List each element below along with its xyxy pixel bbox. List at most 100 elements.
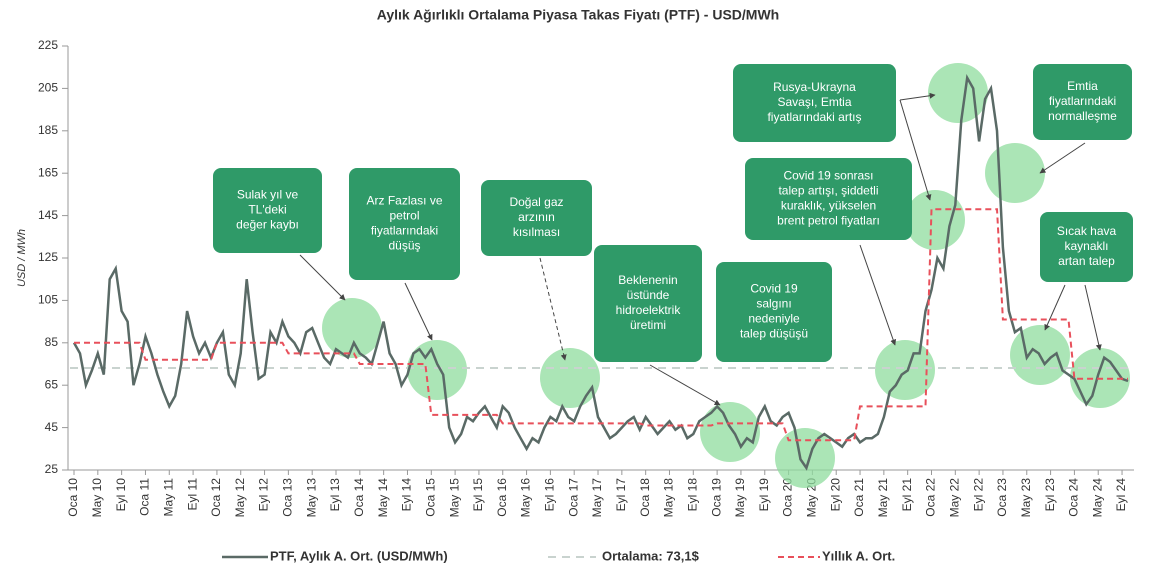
x-tick-label: May 11 (161, 478, 175, 517)
x-tick-label: Eyl 13 (328, 478, 342, 512)
annotation-arrow (299, 254, 346, 301)
x-tick-label: Eyl 10 (114, 478, 128, 512)
x-tick-label: May 16 (519, 478, 533, 518)
y-tick-label: 85 (45, 335, 59, 349)
annotation-text: kaynaklı (1064, 239, 1108, 253)
annotation-text: TL'deki (248, 203, 286, 217)
highlight-circle (985, 143, 1045, 203)
annotation-text: Savaşı, Emtia (777, 95, 851, 109)
annotation-box (745, 158, 912, 240)
annotation-text: arzının (518, 210, 555, 224)
x-tick-label: Eyl 11 (185, 478, 199, 511)
y-tick-label: 165 (38, 165, 58, 179)
x-tick-label: Eyl 19 (757, 478, 771, 512)
annotation-text: salgını (756, 297, 791, 311)
annotation-text: petrol (389, 209, 419, 223)
annotation-arrow (859, 244, 897, 346)
annotation-text: hidroelektrik (616, 303, 682, 317)
x-tick-label: Oca 19 (709, 478, 723, 517)
x-tick-label: Oca 23 (995, 478, 1009, 517)
x-tick-label: Oca 15 (423, 478, 437, 517)
annotation-text: Covid 19 sonrası (783, 169, 873, 183)
annotation-text: normalleşme (1048, 109, 1117, 123)
annotation-box (716, 262, 832, 362)
x-tick-label: May 24 (1090, 478, 1104, 518)
x-tick-label: May 10 (90, 478, 104, 518)
x-tick-label: Oca 11 (138, 478, 152, 516)
annotation-arrow (539, 257, 567, 361)
x-tick-label: Oca 10 (66, 478, 80, 517)
x-tick-label: May 17 (590, 478, 604, 518)
annotation-text: Covid 19 (750, 282, 798, 296)
annotation-text: fiyatlarındaki (371, 224, 438, 238)
highlight-circle (775, 428, 835, 488)
x-tick-label: May 22 (947, 478, 961, 518)
annotation-text: Beklenenin (618, 273, 677, 287)
series-line (74, 208, 1128, 442)
y-tick-label: 105 (38, 293, 58, 307)
annotation-text: değer kaybı (236, 218, 299, 232)
annotation-arrow (1084, 284, 1102, 351)
x-tick-label: Oca 16 (495, 478, 509, 517)
x-tick-label: May 23 (1019, 478, 1033, 518)
annotation-box (733, 64, 896, 142)
x-tick-label: May 13 (304, 478, 318, 518)
x-tick-label: Oca 18 (638, 478, 652, 517)
series-line (72, 73, 1129, 471)
y-tick-label: 205 (38, 81, 58, 95)
annotation-arrow (404, 282, 433, 341)
x-tick-label: May 18 (662, 478, 676, 518)
x-tick-label: May 12 (233, 478, 247, 518)
annotation-text: artan talep (1058, 254, 1115, 268)
highlight-circle (540, 348, 600, 408)
x-tick-label: Oca 21 (852, 478, 866, 517)
annotation-text: Sulak yıl ve (237, 188, 299, 202)
y-tick-label: 145 (38, 208, 58, 222)
highlight-circle (875, 340, 935, 400)
annotation-text: Rusya-Ukrayna (773, 80, 856, 94)
x-tick-label: May 14 (376, 478, 390, 518)
highlight-circle (407, 340, 467, 400)
annotation-text: üstünde (627, 288, 670, 302)
annotation-arrow (899, 92, 936, 101)
x-tick-label: Eyl 14 (400, 478, 414, 512)
annotation-box (1040, 212, 1133, 282)
annotation-text: talep artışı, şiddetli (778, 184, 878, 198)
annotation-arrow (649, 364, 721, 406)
x-tick-label: Oca 12 (209, 478, 223, 517)
annotation-box (213, 168, 322, 253)
x-tick-label: May 21 (876, 478, 890, 518)
legend-label: PTF, Aylık A. Ort. (USD/MWh) (270, 548, 448, 563)
y-tick-label: 25 (45, 462, 59, 476)
annotation-box (594, 245, 702, 362)
y-tick-label: 65 (45, 377, 59, 391)
highlight-circle (700, 402, 760, 462)
x-tick-label: Eyl 18 (685, 478, 699, 512)
x-tick-label: May 15 (447, 478, 461, 518)
highlight-circle (322, 298, 382, 358)
x-tick-label: Eyl 16 (543, 478, 557, 512)
x-tick-label: Oca 13 (281, 478, 295, 517)
x-tick-label: Eyl 22 (971, 478, 985, 512)
x-tick-label: Oca 22 (924, 478, 938, 517)
y-tick-label: 225 (38, 38, 58, 52)
x-tick-label: May 19 (733, 478, 747, 518)
x-tick-label: Eyl 23 (1043, 478, 1057, 512)
x-tick-label: Oca 17 (566, 478, 580, 517)
y-tick-label: 45 (45, 420, 59, 434)
annotation-text: üretimi (630, 318, 666, 332)
annotation-text: Emtia (1067, 79, 1098, 93)
x-tick-label: Eyl 17 (614, 478, 628, 512)
annotation-box (349, 168, 460, 280)
annotation-text: Doğal gaz (509, 195, 563, 209)
annotation-text: kısılması (513, 225, 560, 239)
x-tick-label: Oca 14 (352, 478, 366, 517)
annotation-box (1033, 64, 1132, 140)
annotation-arrow (1044, 284, 1066, 331)
annotation-text: düşüş (388, 239, 420, 253)
annotation-text: nedeniyle (748, 312, 800, 326)
legend-label: Yıllık A. Ort. (822, 548, 895, 563)
x-tick-label: Eyl 15 (471, 478, 485, 512)
y-tick-label: 185 (38, 123, 58, 137)
